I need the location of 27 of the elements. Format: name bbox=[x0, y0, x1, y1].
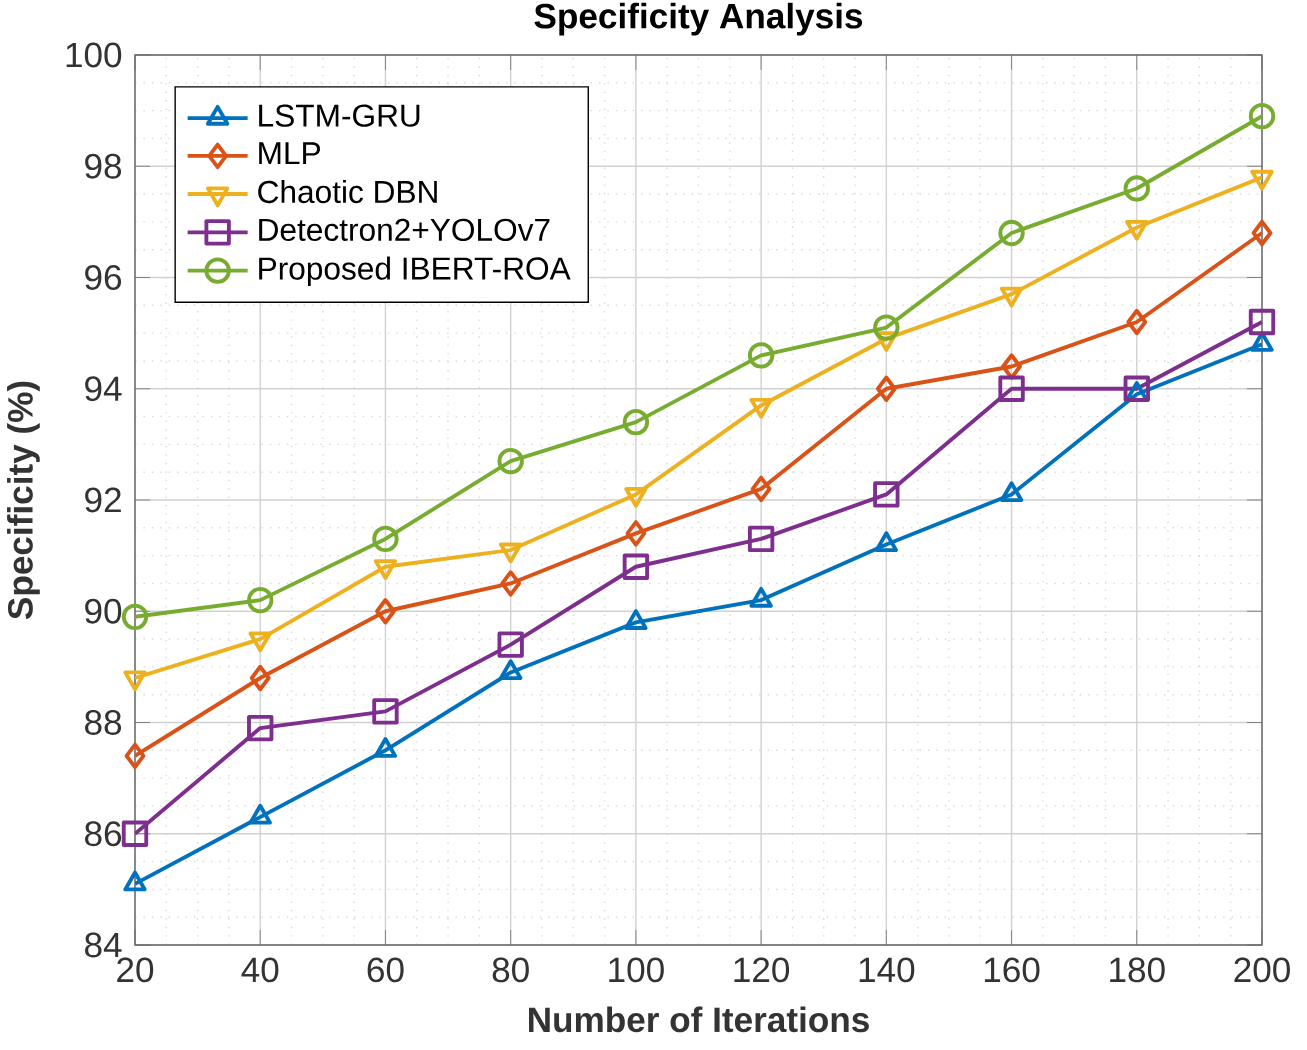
y-tick-label: 94 bbox=[85, 376, 122, 402]
y-tick-label: 84 bbox=[85, 932, 122, 958]
y-tick-label: 86 bbox=[85, 821, 122, 847]
x-axis-title: Number of Iterations bbox=[529, 1006, 869, 1033]
y-tick-label: 100 bbox=[66, 42, 122, 68]
y-tick-label: 98 bbox=[85, 153, 122, 179]
x-tick-label: 20 bbox=[117, 957, 154, 983]
x-tick-label: 140 bbox=[859, 957, 915, 983]
legend-label: Chaotic DBN bbox=[258, 179, 437, 204]
y-tick-label: 88 bbox=[85, 710, 122, 735]
x-tick-label: 160 bbox=[984, 957, 1040, 983]
legend-label: LSTM-GRU bbox=[259, 104, 420, 127]
x-tick-label: 120 bbox=[734, 957, 790, 983]
x-tick-label: 200 bbox=[1234, 957, 1290, 983]
x-tick-label: 60 bbox=[367, 957, 404, 983]
x-tick-label: 180 bbox=[1110, 957, 1165, 983]
x-tick-label: 40 bbox=[241, 957, 279, 983]
legend-label: Proposed IBERT-ROA bbox=[259, 256, 571, 287]
chart-title: Specificity Analysis bbox=[534, 2, 863, 36]
x-tick-label: 80 bbox=[492, 957, 529, 983]
y-tick-label: 90 bbox=[85, 598, 122, 624]
y-tick-label: 92 bbox=[85, 487, 121, 513]
legend-label: MLP bbox=[259, 142, 320, 165]
y-axis-title: Specificity (%) bbox=[7, 381, 40, 620]
legend-label: Detectron2+YOLOv7 bbox=[259, 218, 550, 242]
x-tick-label: 100 bbox=[609, 957, 664, 983]
y-tick-label: 96 bbox=[85, 265, 122, 290]
